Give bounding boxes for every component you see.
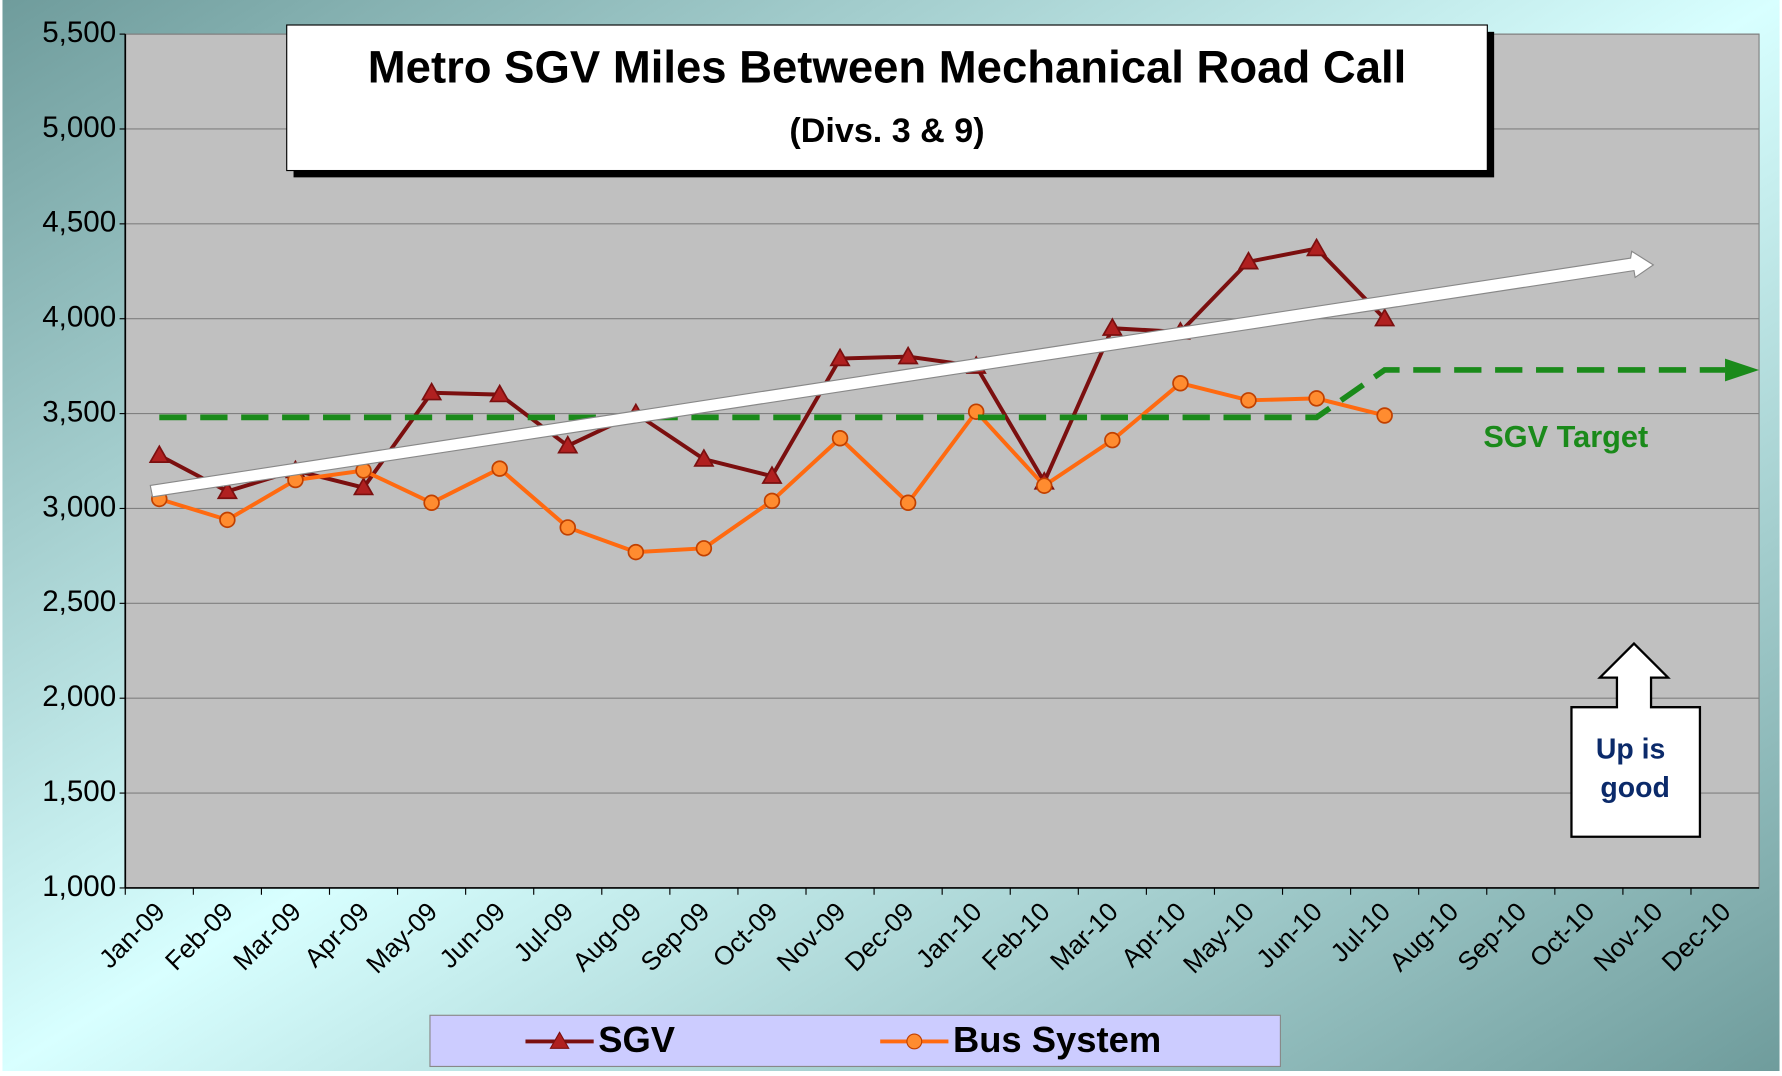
marker <box>1101 317 1123 336</box>
marker <box>1237 250 1260 270</box>
marker <box>423 494 440 512</box>
annotation: Up is good <box>1596 733 1670 804</box>
y-tick-label: 3,000 <box>42 490 116 523</box>
trend-arrow <box>149 250 1655 498</box>
up-arrow-box <box>1570 641 1702 838</box>
y-tick-label: 5,500 <box>42 16 116 49</box>
marker <box>829 347 851 367</box>
legend-label: Bus System <box>953 1019 1161 1060</box>
marker <box>1240 392 1257 409</box>
y-tick-label: 2,000 <box>42 680 116 713</box>
marker <box>557 435 579 454</box>
legend-label: SGV <box>598 1019 676 1060</box>
y-tick-label: 5,000 <box>42 111 116 144</box>
marker <box>1036 477 1053 494</box>
marker <box>219 511 236 529</box>
marker <box>1374 307 1396 327</box>
marker <box>489 383 511 403</box>
chart-title: Metro SGV Miles Between Mechanical Road … <box>368 42 1406 93</box>
marker <box>1104 431 1121 449</box>
marker <box>627 543 645 561</box>
marker <box>1308 390 1325 407</box>
marker <box>491 460 508 477</box>
marker <box>763 492 781 510</box>
marker <box>559 519 576 536</box>
marker <box>899 494 917 512</box>
marker <box>421 381 443 401</box>
y-tick-label: 4,500 <box>42 206 116 239</box>
marker <box>216 480 238 500</box>
marker <box>1306 237 1328 257</box>
y-tick-label: 2,500 <box>42 585 116 618</box>
legend-marker <box>549 1031 570 1049</box>
legend-marker <box>906 1033 923 1050</box>
chart-subtitle: (Divs. 3 & 9) <box>789 112 984 150</box>
y-tick-label: 3,500 <box>42 395 116 428</box>
y-tick-label: 1,000 <box>42 870 116 903</box>
title-box <box>286 24 1488 172</box>
y-tick-label: 1,500 <box>42 775 116 808</box>
marker <box>695 540 713 557</box>
y-tick-label: 4,000 <box>42 301 116 334</box>
marker <box>761 465 783 484</box>
target-label: SGV Target <box>1483 419 1648 454</box>
marker <box>148 444 170 464</box>
marker <box>1172 374 1189 392</box>
target-arrowhead <box>1725 358 1760 382</box>
target-line <box>159 367 1726 421</box>
marker <box>897 345 919 365</box>
marker <box>693 448 715 467</box>
marker <box>1376 407 1393 424</box>
marker <box>352 476 375 496</box>
marker <box>831 430 849 447</box>
